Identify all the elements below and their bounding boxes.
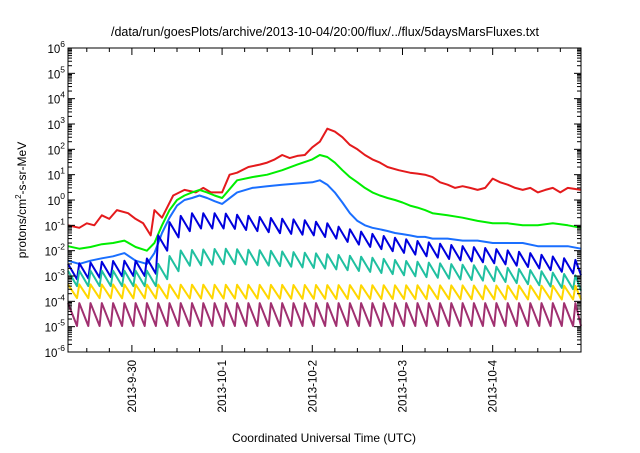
ticks-layer (68, 47, 581, 353)
series-line-5 (67, 247, 582, 291)
series-line-4 (67, 212, 582, 281)
y-tick-label: 10-6 (45, 343, 66, 360)
y-tick-label: 10-4 (45, 292, 66, 309)
y-tick-label: 106 (47, 39, 65, 56)
x-tick-labels: 2013-9-30 2013-10-1 2013-10-2 2013-10-3 2013… (127, 359, 500, 412)
x-tick-label: 2013-10-1 (217, 360, 229, 412)
series-line-1 (67, 127, 582, 237)
y-tick-label: 10-2 (45, 242, 66, 259)
y-tick-labels: 106 105 104 103 102 101 100 10-1 10-2 10-3 10-4 10-… (45, 39, 66, 360)
y-tick-label: 102 (47, 140, 65, 157)
y-tick-label: 104 (47, 90, 65, 107)
x-tick-label: 2013-9-30 (127, 360, 139, 412)
series-line-7 (67, 302, 582, 327)
y-tick-label: 10-1 (45, 216, 66, 233)
chart-title: /data/run/goesPlots/archive/2013-10-04/2… (111, 25, 540, 39)
y-tick-label: 105 (47, 64, 65, 81)
x-tick-label: 2013-10-2 (307, 360, 319, 412)
x-tick-label: 2013-10-4 (488, 359, 500, 412)
y-axis-label-prefix: protons/cm (15, 199, 29, 258)
series-line-3 (67, 179, 582, 265)
x-axis-label: Coordinated Universal Time (UTC) (232, 431, 416, 445)
y-axis-label: protons/cm2-s-sr-MeV (14, 142, 29, 258)
y-tick-label: 10-5 (45, 318, 66, 335)
y-axis-label-sup: 2 (14, 194, 23, 199)
series-line-2 (67, 154, 582, 252)
x-tick-label: 2013-10-3 (397, 360, 409, 412)
y-tick-label: 101 (47, 166, 65, 183)
series-line-6 (67, 283, 582, 301)
y-axis-label-suffix: -s-sr-MeV (15, 142, 29, 195)
y-tick-label: 103 (47, 115, 65, 132)
plot-frame (67, 47, 582, 353)
y-tick-label: 10-3 (45, 267, 66, 284)
y-tick-label: 100 (47, 191, 65, 208)
series-layer (67, 127, 582, 327)
